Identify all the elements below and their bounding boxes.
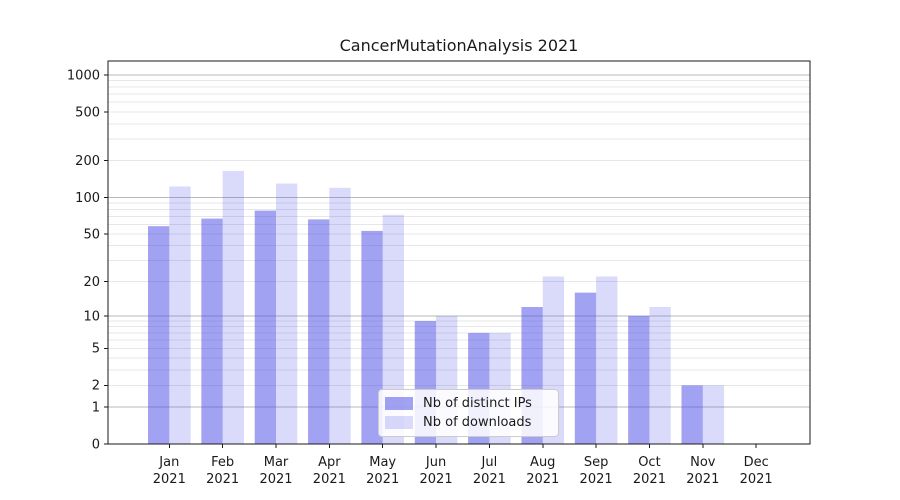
bar-ips-apr — [308, 219, 330, 444]
x-tick-label-year: 2021 — [420, 472, 453, 487]
x-tick-label-year: 2021 — [633, 472, 666, 487]
legend-label-distinct-ips: Nb of distinct IPs — [423, 396, 532, 411]
bar-downloads-apr — [329, 187, 351, 445]
y-tick-label: 1000 — [67, 68, 100, 83]
x-tick-label-month: May — [369, 455, 396, 470]
bar-downloads-feb — [222, 170, 244, 445]
legend-swatch-distinct-ips — [385, 397, 413, 410]
y-tick-label: 2 — [92, 379, 100, 394]
x-tick-label-month: Oct — [638, 455, 660, 470]
y-tick-label: 5 — [92, 342, 100, 357]
legend-item-distinct-ips: Nb of distinct IPs — [385, 394, 552, 413]
y-tick-label: 200 — [75, 154, 100, 169]
y-tick-label: 20 — [83, 275, 100, 290]
x-tick-label-year: 2021 — [686, 472, 719, 487]
legend-item-downloads: Nb of downloads — [385, 413, 552, 432]
y-tick-label: 1 — [92, 400, 100, 415]
x-tick-label-month: Aug — [530, 455, 555, 470]
x-tick-label-month: Feb — [211, 455, 234, 470]
x-tick-label-month: Nov — [690, 455, 716, 470]
plot-border — [107, 60, 811, 445]
bar-downloads-nov — [702, 385, 725, 444]
bar-ips-sep — [574, 292, 597, 444]
x-tick-label-month: Jun — [425, 455, 446, 470]
y-tick-label: 0 — [92, 437, 100, 452]
bar-downloads-may — [382, 214, 404, 444]
x-tick-label-year: 2021 — [740, 472, 773, 487]
x-tick-label-year: 2021 — [259, 472, 292, 487]
bar-ips-mar — [254, 210, 276, 444]
bar-downloads-oct — [649, 306, 671, 444]
x-tick-label-month: Jul — [481, 455, 498, 470]
legend-label-downloads: Nb of downloads — [423, 415, 532, 430]
y-tick-label: 100 — [75, 191, 100, 206]
bar-ips-jan — [148, 226, 170, 444]
x-tick-label-year: 2021 — [526, 472, 559, 487]
bar-ips-may — [361, 230, 383, 444]
x-tick-label-month: Apr — [318, 455, 341, 470]
legend-swatch-downloads — [385, 416, 413, 429]
chart-title: CancerMutationAnalysis 2021 — [339, 36, 579, 55]
x-tick-label-year: 2021 — [313, 472, 346, 487]
bar-ips-oct — [628, 315, 650, 444]
x-tick-label-year: 2021 — [366, 472, 399, 487]
x-tick-label-month: Sep — [584, 455, 609, 470]
y-tick-label: 500 — [75, 105, 100, 120]
chart-legend: Nb of distinct IPs Nb of downloads — [378, 389, 559, 437]
bar-downloads-sep — [596, 276, 618, 444]
y-tick-label: 10 — [83, 309, 100, 324]
x-tick-label-year: 2021 — [580, 472, 613, 487]
x-tick-label-year: 2021 — [473, 472, 506, 487]
bar-ips-feb — [201, 218, 223, 444]
bar-ips-nov — [681, 385, 703, 444]
bar-downloads-mar — [276, 183, 298, 445]
bar-downloads-jan — [169, 186, 191, 444]
y-tick-label: 50 — [83, 227, 100, 242]
x-tick-label-month: Jan — [158, 455, 179, 470]
x-tick-label-month: Dec — [744, 455, 769, 470]
x-tick-label-year: 2021 — [206, 472, 239, 487]
x-tick-label-year: 2021 — [153, 472, 186, 487]
x-tick-label-month: Mar — [264, 455, 289, 470]
